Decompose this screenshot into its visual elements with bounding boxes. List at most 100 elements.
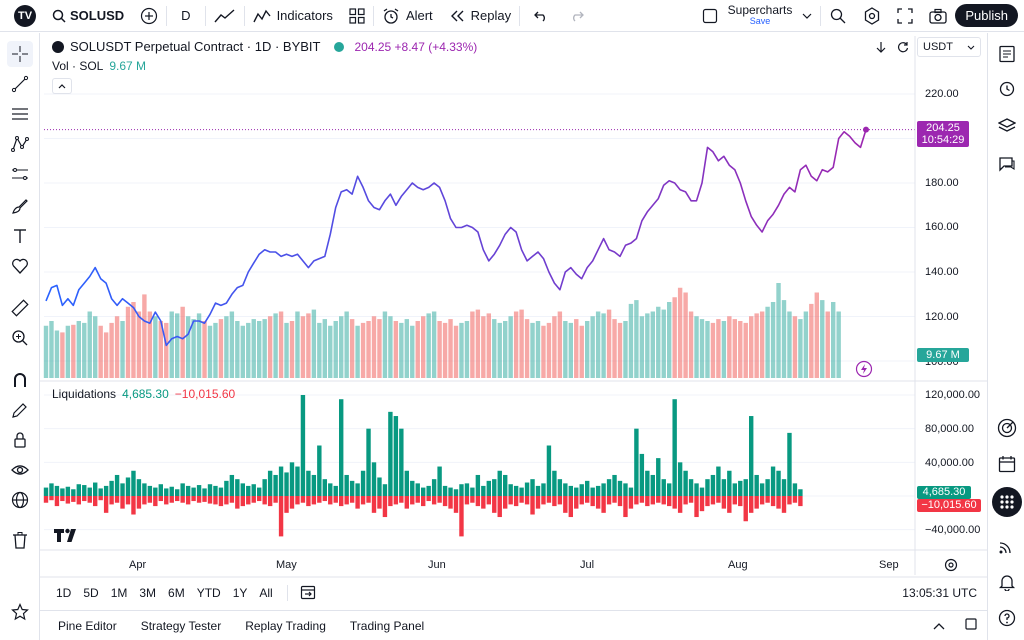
brush-tool[interactable] [7, 193, 33, 219]
calendar-icon [998, 456, 1016, 473]
liquidation-short-bar [716, 496, 721, 503]
timeframe-6m[interactable]: 6M [168, 586, 185, 600]
volume-bar [54, 330, 60, 378]
pattern-tool[interactable] [7, 131, 33, 157]
tab-pine-editor[interactable]: Pine Editor [58, 618, 117, 633]
liquidation-long-bar [229, 474, 235, 496]
chats-button[interactable] [994, 151, 1020, 177]
liquidation-long-bar [787, 432, 792, 496]
notifications-button[interactable] [994, 569, 1020, 595]
logo[interactable]: TV [0, 0, 44, 32]
object-tree-tool[interactable] [7, 487, 33, 513]
timeframe-1m[interactable]: 1M [110, 586, 128, 600]
liquidation-long-bar [437, 466, 442, 496]
liquidations-label[interactable]: Liquidations [52, 387, 117, 401]
interval-button[interactable]: D [181, 8, 191, 23]
timeframe-all[interactable]: All [259, 586, 273, 600]
timezone-clock[interactable]: 13:05:31 UTC [902, 586, 977, 600]
tab-strategy-tester[interactable]: Strategy Tester [140, 618, 222, 633]
volume-bar [267, 316, 273, 378]
volume-bar [661, 309, 666, 378]
chart-type-button[interactable] [206, 0, 244, 32]
collapse-legend-button[interactable] [52, 78, 72, 94]
trend-line-tool[interactable] [7, 71, 33, 97]
liquidation-long-bar [508, 484, 513, 496]
liquidation-long-bar [284, 472, 289, 496]
publish-button[interactable]: Publish [955, 4, 1018, 27]
redo-button[interactable] [562, 0, 592, 32]
auto-scale-button[interactable] [894, 38, 912, 56]
timeframe-1y[interactable]: 1Y [232, 586, 248, 600]
remove-drawings-tool[interactable] [7, 527, 33, 553]
currency-select[interactable]: USDT [917, 37, 981, 57]
quick-search-button[interactable] [821, 0, 855, 32]
volume-bar [76, 321, 81, 378]
lock-drawing-tool[interactable] [7, 397, 33, 423]
help-button[interactable] [994, 605, 1020, 631]
liquidation-short-bar [114, 496, 120, 503]
liquidation-short-bar [317, 496, 322, 503]
volume-bar [185, 316, 191, 378]
tab-replay-trading[interactable]: Replay Trading [245, 618, 326, 633]
compare-button[interactable] [132, 0, 166, 32]
fullscreen-button[interactable] [889, 0, 921, 32]
indicators-button[interactable]: Indicators [245, 0, 341, 32]
liquidation-long-bar [131, 470, 136, 496]
layout-menu[interactable]: Supercharts Save [694, 0, 821, 32]
liquidation-short-bar [267, 496, 273, 507]
liquidation-short-bar [43, 496, 49, 503]
timeframe-ytd[interactable]: YTD [196, 586, 221, 600]
calendar-button[interactable] [994, 451, 1020, 477]
favorites-star-tool[interactable] [7, 599, 33, 625]
volume-bar [196, 313, 202, 378]
goto-date-button[interactable] [296, 584, 320, 603]
text-tool[interactable] [7, 223, 33, 249]
symbol-search[interactable]: SOLUSD [44, 0, 132, 32]
volume-bar [120, 321, 125, 378]
liquidation-long-bar [158, 484, 163, 496]
alerts-button[interactable] [994, 75, 1020, 101]
liquidation-long-bar [393, 416, 399, 496]
timeframe-3m[interactable]: 3M [139, 586, 157, 600]
alert-button[interactable]: Alert [374, 0, 441, 32]
liquidation-long-bar [185, 485, 191, 496]
templates-button[interactable] [341, 0, 373, 32]
measure-tool[interactable] [7, 295, 33, 321]
settings-button[interactable] [855, 0, 889, 32]
streams-button[interactable] [994, 533, 1020, 559]
fib-tool[interactable] [7, 101, 33, 127]
favorites-tool[interactable] [7, 253, 33, 279]
products-button[interactable] [992, 487, 1022, 517]
undo-button[interactable] [520, 0, 562, 32]
volume-bar [218, 319, 224, 378]
liquidation-short-bar [574, 496, 579, 509]
snapshot-button[interactable] [921, 0, 955, 32]
volume-bar [650, 311, 655, 378]
volume-bar [300, 316, 306, 378]
crosshair-tool[interactable] [7, 41, 33, 67]
liquidation-short-bar [541, 496, 546, 505]
legend-title[interactable]: SOLUSDT Perpetual Contract · 1D · BYBIT [70, 39, 321, 54]
liquidation-long-bar [716, 466, 721, 496]
maximize-panel-button[interactable] [955, 618, 987, 633]
scroll-to-latest-button[interactable] [872, 38, 890, 56]
data-window-button[interactable] [994, 113, 1020, 139]
zoom-tool[interactable] [7, 325, 33, 351]
hide-drawings-tool[interactable] [7, 457, 33, 483]
collapse-panel-button[interactable] [923, 619, 955, 633]
liquidation-short-bar [355, 496, 360, 509]
liquidation-short-bar [421, 496, 426, 507]
ideas-button[interactable] [994, 415, 1020, 441]
lock-all-tool[interactable] [7, 427, 33, 453]
watchlist-button[interactable] [994, 41, 1020, 67]
liquidation-short-bar [366, 496, 371, 503]
tab-trading-panel[interactable]: Trading Panel [349, 618, 425, 633]
timeframe-5d[interactable]: 5D [83, 586, 99, 600]
timeframe-1d[interactable]: 1D [56, 586, 72, 600]
prediction-tool[interactable] [7, 161, 33, 187]
magnet-tool[interactable] [7, 367, 33, 393]
volume-label[interactable]: Vol · SOL [52, 59, 104, 73]
replay-button[interactable]: Replay [441, 0, 519, 32]
liquidation-short-bar [563, 496, 568, 513]
